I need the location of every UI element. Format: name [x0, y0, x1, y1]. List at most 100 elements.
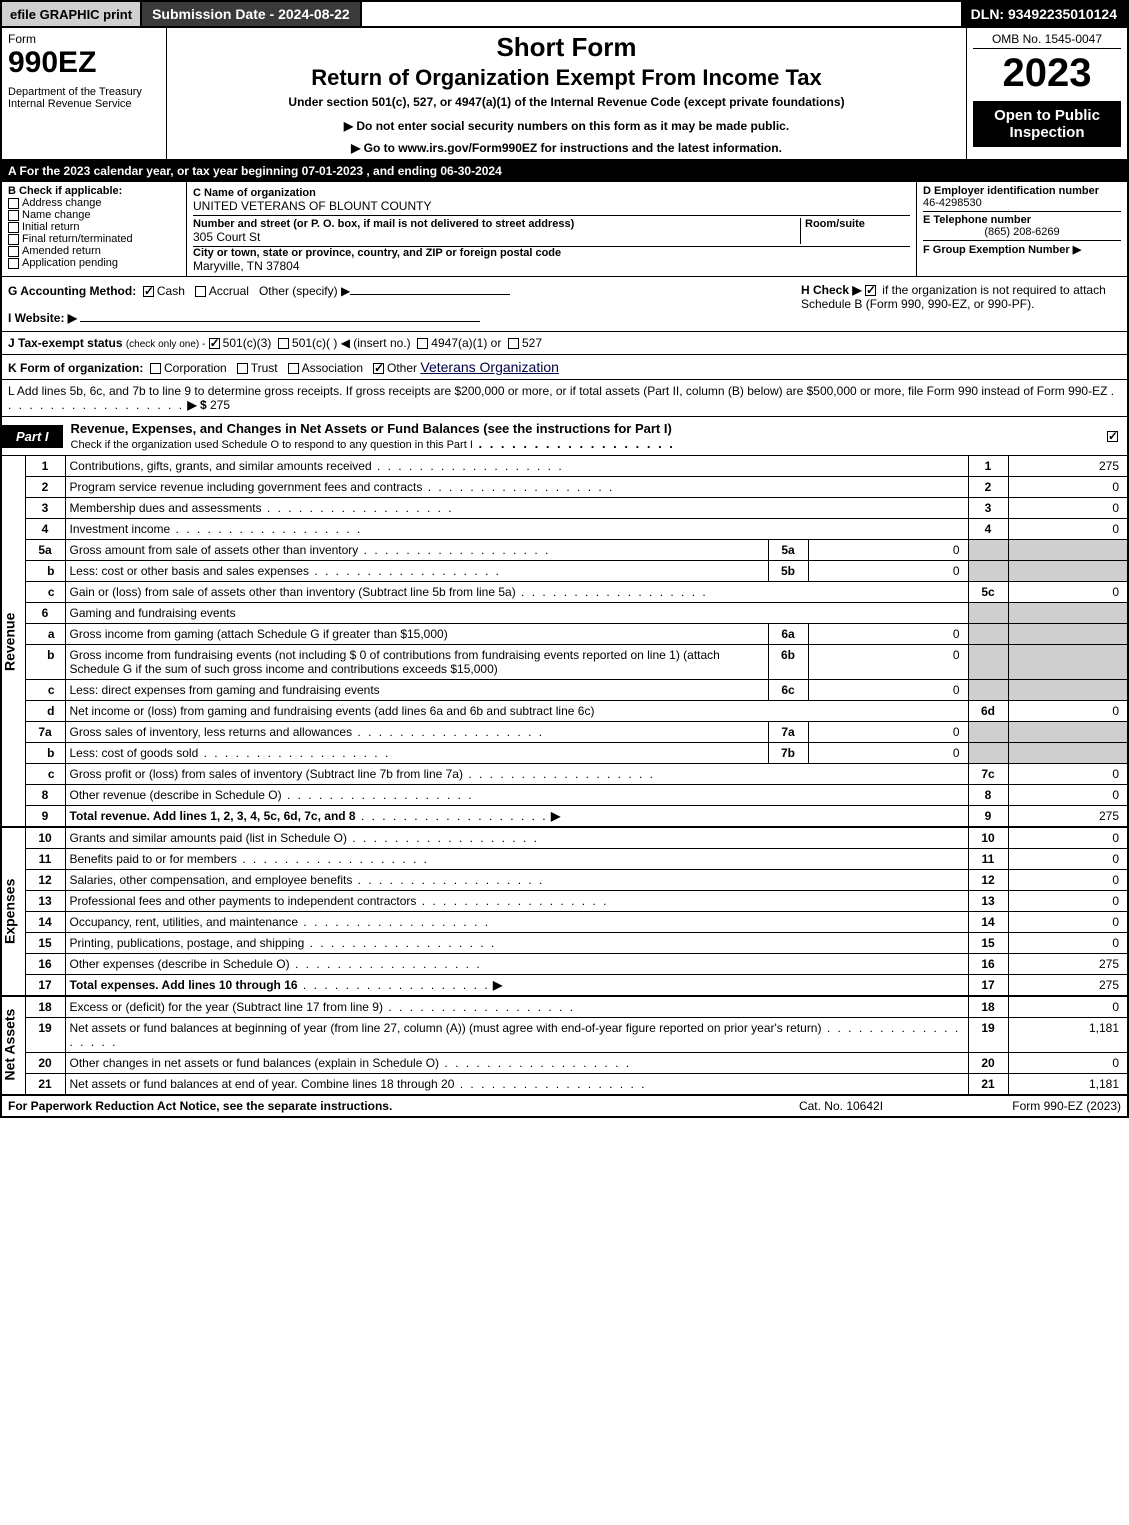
checkbox-label: Name change — [22, 209, 91, 221]
table-row: 4 Investment income 4 0 — [1, 519, 1128, 540]
checkbox-final-return[interactable]: Final return/terminated — [8, 233, 180, 245]
section-ghi: G Accounting Method: Cash Accrual Other … — [0, 277, 1129, 332]
table-row: 12 Salaries, other compensation, and emp… — [1, 870, 1128, 891]
shaded-cell — [1008, 603, 1128, 624]
checkbox-initial-return[interactable]: Initial return — [8, 221, 180, 233]
line-value: 0 — [1008, 849, 1128, 870]
line-a: A For the 2023 calendar year, or tax yea… — [0, 161, 1129, 182]
side-label-revenue: Revenue — [1, 456, 25, 827]
checkbox-address-change[interactable]: Address change — [8, 197, 180, 209]
line-number: a — [25, 624, 65, 645]
checkbox-trust[interactable] — [237, 363, 248, 374]
website-input[interactable] — [80, 310, 480, 322]
side-label-netassets: Net Assets — [1, 996, 25, 1095]
table-row: 7a Gross sales of inventory, less return… — [1, 722, 1128, 743]
line-value: 1,181 — [1008, 1074, 1128, 1095]
line-desc: Gaming and fundraising events — [65, 603, 968, 624]
checkbox-assoc[interactable] — [288, 363, 299, 374]
checkbox-4947[interactable] — [417, 338, 428, 349]
line-value: 275 — [1008, 975, 1128, 997]
checkbox-amended-return[interactable]: Amended return — [8, 245, 180, 257]
efile-print-button[interactable]: efile GRAPHIC print — [2, 2, 142, 26]
checkbox-527[interactable] — [508, 338, 519, 349]
table-row: c Gross profit or (loss) from sales of i… — [1, 764, 1128, 785]
line-number: 10 — [25, 827, 65, 849]
line-desc: Contributions, gifts, grants, and simila… — [65, 456, 968, 477]
line-ref: 15 — [968, 933, 1008, 954]
line-number: b — [25, 645, 65, 680]
street-label: Number and street (or P. O. box, if mail… — [193, 218, 574, 230]
line-ref: 10 — [968, 827, 1008, 849]
part-i-badge: Part I — [2, 425, 63, 448]
line-number: 15 — [25, 933, 65, 954]
section-b-header: B Check if applicable: — [8, 185, 180, 197]
line-desc: Gross amount from sale of assets other t… — [65, 540, 768, 561]
checkbox-application-pending[interactable]: Application pending — [8, 257, 180, 269]
omb-number: OMB No. 1545-0047 — [973, 32, 1121, 49]
title-cell: Short Form Return of Organization Exempt… — [167, 28, 967, 159]
line-ref: 11 — [968, 849, 1008, 870]
part-i-table: Revenue 1 Contributions, gifts, grants, … — [0, 456, 1129, 1095]
e-label: E Telephone number — [923, 214, 1031, 226]
line-number: 3 — [25, 498, 65, 519]
line-desc: Gain or (loss) from sale of assets other… — [65, 582, 968, 603]
subline-value: 0 — [808, 540, 968, 561]
line-value: 0 — [1008, 701, 1128, 722]
line-desc: Salaries, other compensation, and employ… — [65, 870, 968, 891]
line-desc: Net assets or fund balances at beginning… — [65, 1018, 968, 1053]
l-value-label: ▶ $ — [187, 398, 206, 412]
checkbox-corp[interactable] — [150, 363, 161, 374]
checkbox-label: Amended return — [22, 245, 101, 257]
j-label: J Tax-exempt status — [8, 336, 123, 350]
line-desc: Total expenses. Add lines 10 through 16 … — [65, 975, 968, 997]
line-number: 20 — [25, 1053, 65, 1074]
shaded-cell — [968, 540, 1008, 561]
table-row: b Less: cost or other basis and sales ex… — [1, 561, 1128, 582]
line-desc: Program service revenue including govern… — [65, 477, 968, 498]
checkbox-name-change[interactable]: Name change — [8, 209, 180, 221]
line-value: 275 — [1008, 806, 1128, 828]
subline-value: 0 — [808, 680, 968, 701]
checkbox-other[interactable] — [373, 363, 384, 374]
checkbox-schedule-b[interactable] — [865, 285, 876, 296]
checkbox-schedule-o[interactable] — [1107, 431, 1118, 442]
under-section: Under section 501(c), 527, or 4947(a)(1)… — [173, 95, 960, 109]
line-number: b — [25, 561, 65, 582]
open-public-badge: Open to Public Inspection — [973, 101, 1121, 147]
side-label-expenses: Expenses — [1, 827, 25, 996]
k-trust: Trust — [251, 361, 278, 375]
line-desc: Membership dues and assessments — [65, 498, 968, 519]
line-ref: 1 — [968, 456, 1008, 477]
line-desc: Excess or (deficit) for the year (Subtra… — [65, 996, 968, 1018]
line-desc: Benefits paid to or for members — [65, 849, 968, 870]
checkbox-501c[interactable] — [278, 338, 289, 349]
subline-ref: 7b — [768, 743, 808, 764]
checkbox-cash[interactable] — [143, 286, 154, 297]
section-h: H Check ▶ if the organization is not req… — [801, 283, 1121, 325]
line-desc: Net assets or fund balances at end of ye… — [65, 1074, 968, 1095]
checkbox-501c3[interactable] — [209, 338, 220, 349]
form-header: Form 990EZ Department of the Treasury In… — [0, 28, 1129, 161]
shaded-cell — [968, 603, 1008, 624]
street-value: 305 Court St — [193, 230, 260, 244]
line-number: 11 — [25, 849, 65, 870]
line-value: 0 — [1008, 870, 1128, 891]
shaded-cell — [1008, 540, 1128, 561]
line-value: 0 — [1008, 933, 1128, 954]
shaded-cell — [968, 645, 1008, 680]
g-other-input[interactable] — [350, 283, 510, 295]
line-ref: 14 — [968, 912, 1008, 933]
line-ref: 18 — [968, 996, 1008, 1018]
table-row: Revenue 1 Contributions, gifts, grants, … — [1, 456, 1128, 477]
shaded-cell — [1008, 743, 1128, 764]
line-number: 4 — [25, 519, 65, 540]
c-label: C Name of organization — [193, 187, 316, 199]
city-value: Maryville, TN 37804 — [193, 259, 300, 273]
table-row: a Gross income from gaming (attach Sched… — [1, 624, 1128, 645]
table-row: 21 Net assets or fund balances at end of… — [1, 1074, 1128, 1095]
k-other-value[interactable]: Veterans Organization — [420, 359, 559, 375]
go-to-link[interactable]: ▶ Go to www.irs.gov/Form990EZ for instru… — [173, 141, 960, 155]
g-cash: Cash — [157, 284, 185, 298]
checkbox-accrual[interactable] — [195, 286, 206, 297]
line-desc: Grants and similar amounts paid (list in… — [65, 827, 968, 849]
